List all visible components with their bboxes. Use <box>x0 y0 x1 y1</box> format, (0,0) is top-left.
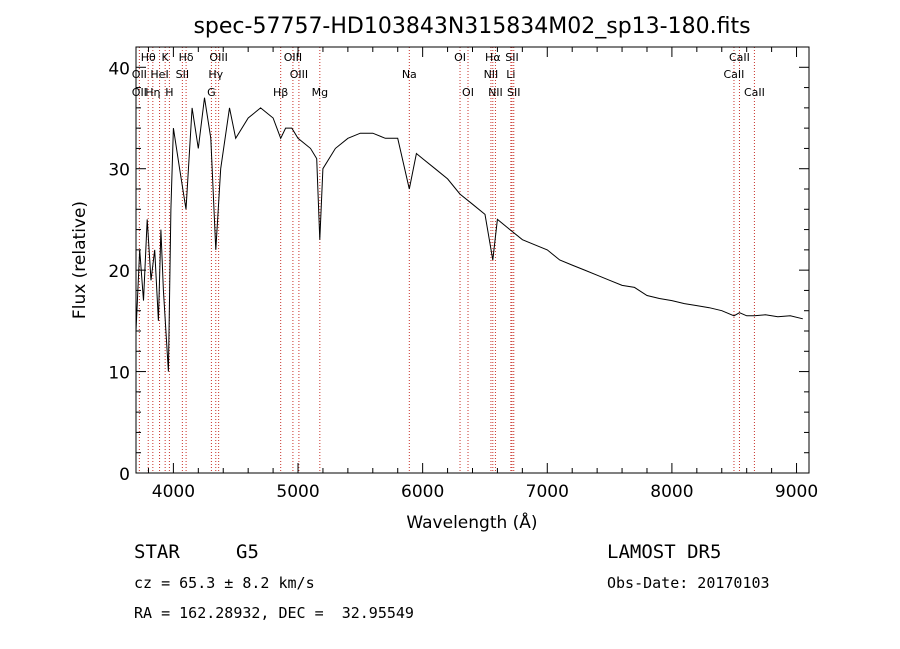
line-label: K <box>162 51 170 64</box>
y-tick-label: 0 <box>119 465 130 485</box>
x-tick-label: 5000 <box>276 482 319 502</box>
line-label: G <box>207 86 216 99</box>
line-label: CaII <box>724 68 745 81</box>
y-axis-label: Flux (relative) <box>70 201 90 319</box>
y-tick-label: 10 <box>108 364 130 384</box>
obs-date: Obs-Date: 20170103 <box>607 574 770 592</box>
survey-name: LAMOST DR5 <box>607 541 722 563</box>
line-label: Li <box>506 68 515 81</box>
line-label: NII <box>488 86 503 99</box>
y-tick-label: 40 <box>108 59 130 79</box>
x-axis-label: Wavelength (Å) <box>406 511 537 533</box>
line-label: Hη <box>145 86 160 99</box>
line-label: OI <box>462 86 474 99</box>
y-tick-label: 20 <box>108 262 130 282</box>
y-tick-label: 30 <box>108 161 130 181</box>
line-label: Na <box>402 68 417 81</box>
x-tick-label: 8000 <box>650 482 693 502</box>
line-label: Hθ <box>141 51 156 64</box>
x-axis: 4000 5000 6000 7000 8000 9000 <box>147 47 818 502</box>
line-labels: Hθ K Hδ OIII OIII OI Hα SII CaII OII HeI SII Hγ OIII N… <box>132 51 765 99</box>
coordinates: RA = 162.28932, DEC = 32.95549 <box>134 604 414 622</box>
plot-frame <box>135 46 810 474</box>
line-label: OIII <box>290 68 308 81</box>
line-label: OIII <box>284 51 302 64</box>
line-label: HeI <box>150 68 168 81</box>
y-axis: 0 10 20 30 40 <box>108 59 809 485</box>
redshift-cz: cz = 65.3 ± 8.2 km/s <box>134 574 315 592</box>
line-label: Hβ <box>273 86 288 99</box>
line-label: H <box>165 86 173 99</box>
x-tick-label: 7000 <box>526 482 569 502</box>
object-class: STAR <box>134 541 180 563</box>
object-subclass: G5 <box>236 541 259 563</box>
line-label: NII <box>484 68 499 81</box>
line-label: CaII <box>744 86 765 99</box>
spectrum-series-line <box>135 97 803 372</box>
line-label: Hδ <box>179 51 194 64</box>
line-label: Mg <box>312 86 328 99</box>
line-label: SII <box>176 68 189 81</box>
x-tick-label: 4000 <box>152 482 195 502</box>
line-label: Hγ <box>208 68 223 81</box>
line-label: SII <box>505 51 518 64</box>
line-label: CaII <box>729 51 750 64</box>
line-label: OII <box>132 68 147 81</box>
line-label: OIII <box>209 51 227 64</box>
line-label: OI <box>454 51 466 64</box>
x-tick-label: 9000 <box>775 482 818 502</box>
x-tick-label: 6000 <box>401 482 444 502</box>
line-label: Hα <box>485 51 501 64</box>
line-markers <box>138 47 755 473</box>
chart-title: spec-57757-HD103843N315834M02_sp13-180.f… <box>193 14 750 39</box>
line-label: SII <box>507 86 520 99</box>
